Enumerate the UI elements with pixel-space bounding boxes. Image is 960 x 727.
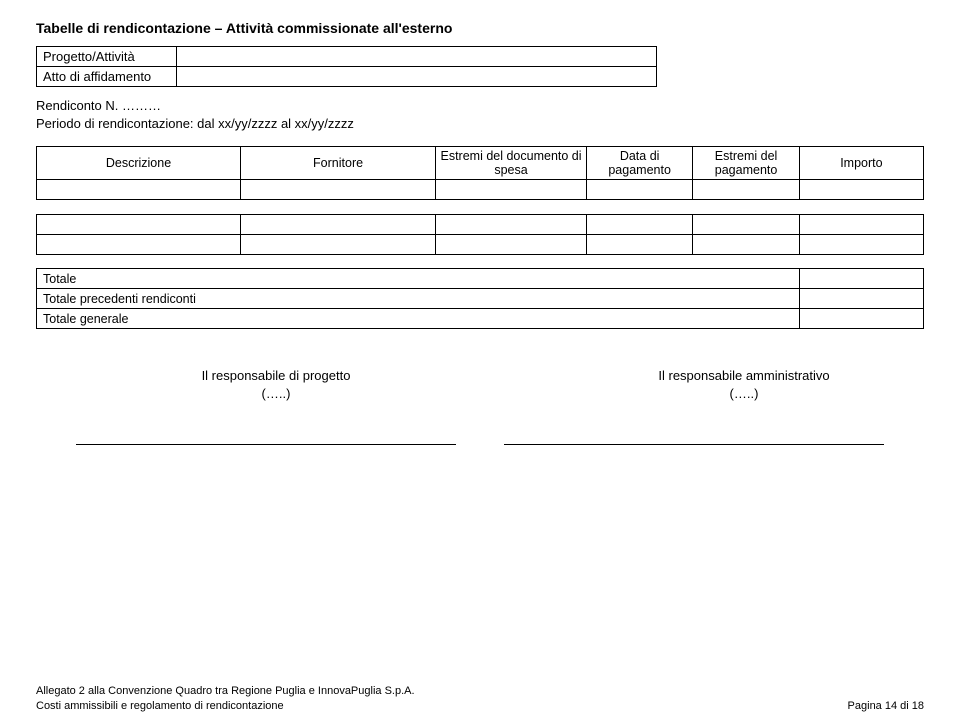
totale-gen-value xyxy=(799,309,923,329)
data-table-2 xyxy=(36,214,924,255)
col-estremi-pag: Estremi del pagamento xyxy=(693,147,799,180)
table-row: Totale precedenti rendiconti xyxy=(37,289,924,309)
totale-gen-label: Totale generale xyxy=(37,309,800,329)
table-gap-2 xyxy=(36,255,924,269)
sig-line-right xyxy=(504,444,884,445)
col-descrizione: Descrizione xyxy=(37,147,241,180)
footer-line1: Allegato 2 alla Convenzione Quadro tra R… xyxy=(36,684,924,698)
sig-right-paren: (…..) xyxy=(730,386,759,401)
footer-right: Pagina 14 di 18 xyxy=(848,699,924,713)
totals-table: Totale Totale precedenti rendiconti Tota… xyxy=(36,268,924,329)
totale-value xyxy=(799,269,923,289)
col-data-pag: Data di pagamento xyxy=(586,147,692,180)
signature-right: Il responsabile amministrativo (…..) xyxy=(614,367,874,402)
table-row xyxy=(37,235,924,255)
rendiconto-lines: Rendiconto N. ……… Periodo di rendicontaz… xyxy=(36,97,924,132)
periodo-line: Periodo di rendicontazione: dal xx/yy/zz… xyxy=(36,116,354,131)
meta-value-atto xyxy=(177,67,657,87)
table-row: Progetto/Attività xyxy=(37,47,657,67)
signature-left: Il responsabile di progetto (…..) xyxy=(146,367,406,402)
rendiconto-number: Rendiconto N. ……… xyxy=(36,98,161,113)
totale-prec-value xyxy=(799,289,923,309)
table-header-row: Descrizione Fornitore Estremi del docume… xyxy=(37,147,924,180)
footer-left: Costi ammissibili e regolamento di rendi… xyxy=(36,699,284,713)
signature-block: Il responsabile di progetto (…..) Il res… xyxy=(36,367,924,402)
sig-right-title: Il responsabile amministrativo xyxy=(658,368,829,383)
table-row xyxy=(37,215,924,235)
sig-left-paren: (…..) xyxy=(262,386,291,401)
page-footer: Allegato 2 alla Convenzione Quadro tra R… xyxy=(36,684,924,713)
meta-value-progetto xyxy=(177,47,657,67)
sig-line-left xyxy=(76,444,456,445)
table-row xyxy=(37,180,924,200)
table-row: Atto di affidamento xyxy=(37,67,657,87)
col-fornitore: Fornitore xyxy=(241,147,436,180)
table-gap xyxy=(36,200,924,214)
sig-left-title: Il responsabile di progetto xyxy=(202,368,351,383)
data-table: Descrizione Fornitore Estremi del docume… xyxy=(36,146,924,200)
page-title: Tabelle di rendicontazione – Attività co… xyxy=(36,20,924,36)
col-importo: Importo xyxy=(799,147,923,180)
totale-prec-label: Totale precedenti rendiconti xyxy=(37,289,800,309)
page: Tabelle di rendicontazione – Attività co… xyxy=(0,0,960,727)
col-estremi-doc: Estremi del documento di spesa xyxy=(436,147,587,180)
meta-label-atto: Atto di affidamento xyxy=(37,67,177,87)
table-row: Totale xyxy=(37,269,924,289)
meta-table: Progetto/Attività Atto di affidamento xyxy=(36,46,657,87)
meta-label-progetto: Progetto/Attività xyxy=(37,47,177,67)
table-row: Totale generale xyxy=(37,309,924,329)
totale-label: Totale xyxy=(37,269,800,289)
signature-lines xyxy=(36,444,924,445)
footer-line2: Costi ammissibili e regolamento di rendi… xyxy=(36,699,924,713)
